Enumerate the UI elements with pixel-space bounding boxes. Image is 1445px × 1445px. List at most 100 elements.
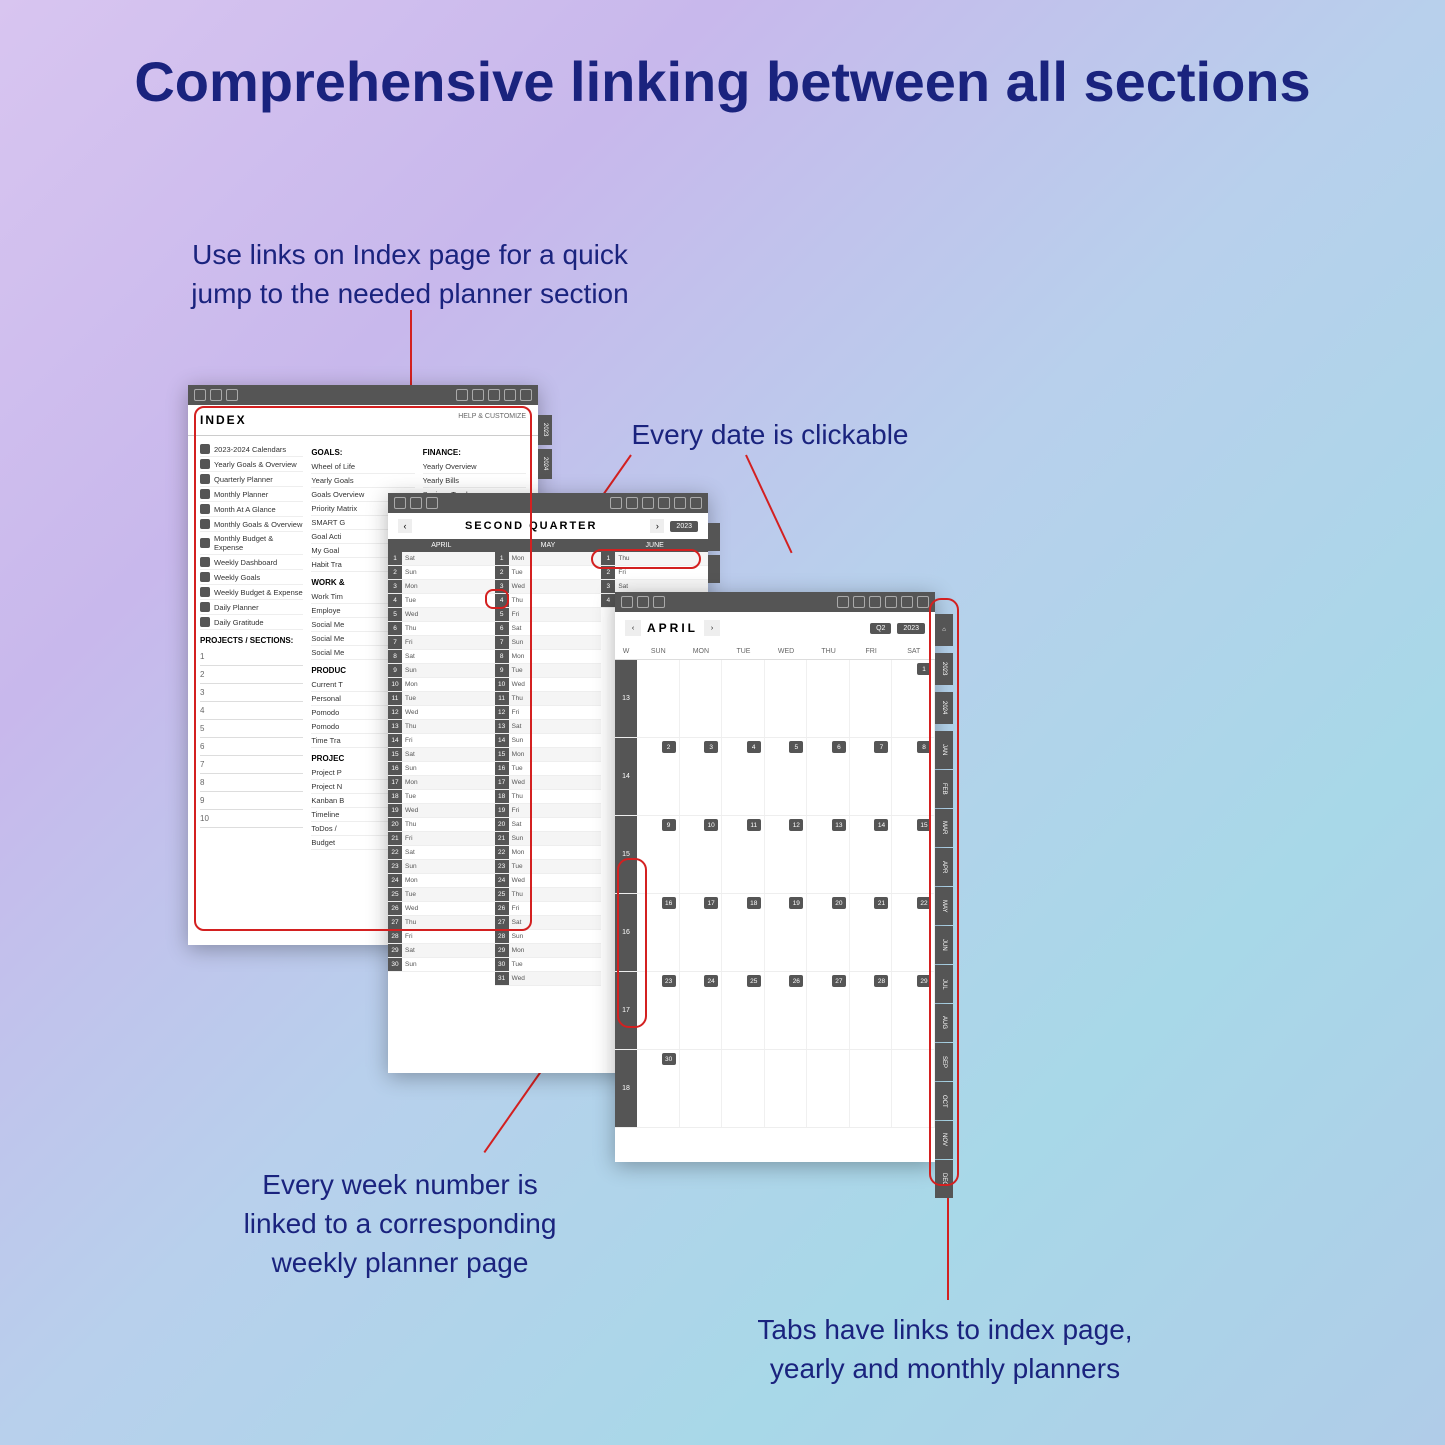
date-row[interactable]: 6Thu (388, 622, 495, 636)
next-arrow[interactable]: › (650, 519, 664, 533)
date-row[interactable]: 27Sat (495, 916, 602, 930)
project-slot[interactable]: 9 (200, 792, 303, 810)
side-tab[interactable]: MAY (935, 887, 953, 925)
date-row[interactable]: 12Fri (495, 706, 602, 720)
project-slot[interactable]: 2 (200, 666, 303, 684)
date-row[interactable]: 11Thu (495, 692, 602, 706)
day-cell[interactable] (722, 1050, 765, 1127)
date-row[interactable]: 21Sun (495, 832, 602, 846)
day-cell[interactable] (765, 1050, 808, 1127)
date-row[interactable]: 27Thu (388, 916, 495, 930)
date-row[interactable]: 3Mon (388, 580, 495, 594)
day-cell[interactable] (722, 660, 765, 737)
next-arrow[interactable]: › (704, 620, 720, 636)
date-row[interactable]: 21Fri (388, 832, 495, 846)
date-row[interactable]: 22Sat (388, 846, 495, 860)
help-link[interactable]: HELP & CUSTOMIZE (458, 413, 526, 427)
date-row[interactable]: 19Wed (388, 804, 495, 818)
index-item[interactable]: Monthly Goals & Overview (200, 517, 303, 532)
date-row[interactable]: 23Tue (495, 860, 602, 874)
index-item[interactable]: Weekly Budget & Expense (200, 585, 303, 600)
date-row[interactable]: 1Thu (601, 552, 708, 566)
date-row[interactable]: 20Thu (388, 818, 495, 832)
side-tab[interactable]: 2023 (538, 415, 552, 445)
date-row[interactable]: 28Fri (388, 930, 495, 944)
date-row[interactable]: 16Sun (388, 762, 495, 776)
date-row[interactable]: 15Mon (495, 748, 602, 762)
day-cell[interactable]: 7 (850, 738, 893, 815)
side-tab[interactable]: 2024 (538, 449, 552, 479)
day-cell[interactable]: 1 (892, 660, 935, 737)
date-row[interactable]: 9Tue (495, 664, 602, 678)
date-row[interactable]: 13Thu (388, 720, 495, 734)
index-item[interactable]: Weekly Dashboard (200, 555, 303, 570)
day-cell[interactable]: 13 (807, 816, 850, 893)
day-cell[interactable]: 8 (892, 738, 935, 815)
day-cell[interactable]: 21 (850, 894, 893, 971)
date-row[interactable]: 2Sun (388, 566, 495, 580)
day-cell[interactable] (765, 660, 808, 737)
day-cell[interactable]: 22 (892, 894, 935, 971)
day-cell[interactable]: 4 (722, 738, 765, 815)
date-row[interactable]: 14Fri (388, 734, 495, 748)
side-tab[interactable]: OCT (935, 1082, 953, 1120)
day-cell[interactable]: 2 (637, 738, 680, 815)
week-number[interactable]: 17 (615, 972, 637, 1049)
day-cell[interactable]: 14 (850, 816, 893, 893)
day-cell[interactable] (850, 660, 893, 737)
index-item[interactable]: Monthly Planner (200, 487, 303, 502)
month-header[interactable]: APRIL (388, 539, 495, 552)
index-item[interactable]: Daily Gratitude (200, 615, 303, 630)
project-slot[interactable]: 8 (200, 774, 303, 792)
month-header[interactable]: JUNE (601, 539, 708, 552)
date-row[interactable]: 10Wed (495, 678, 602, 692)
side-tab[interactable]: FEB (935, 770, 953, 808)
date-row[interactable]: 26Wed (388, 902, 495, 916)
date-row[interactable]: 2Tue (495, 566, 602, 580)
day-cell[interactable] (680, 660, 723, 737)
date-row[interactable]: 24Mon (388, 874, 495, 888)
day-cell[interactable]: 27 (807, 972, 850, 1049)
index-item[interactable]: Quarterly Planner (200, 472, 303, 487)
side-tab[interactable]: AUG (935, 1004, 953, 1042)
date-row[interactable]: 7Fri (388, 636, 495, 650)
week-number[interactable]: 18 (615, 1050, 637, 1127)
index-item[interactable]: Yearly Goals (311, 474, 414, 488)
date-row[interactable]: 4Tue (388, 594, 495, 608)
date-row[interactable]: 31Wed (495, 972, 602, 986)
day-cell[interactable]: 16 (637, 894, 680, 971)
day-cell[interactable]: 10 (680, 816, 723, 893)
date-row[interactable]: 25Thu (495, 888, 602, 902)
date-row[interactable]: 30Sun (388, 958, 495, 972)
date-row[interactable]: 30Tue (495, 958, 602, 972)
day-cell[interactable]: 20 (807, 894, 850, 971)
index-item[interactable]: Weekly Goals (200, 570, 303, 585)
year-chip[interactable]: 2023 (670, 521, 698, 532)
project-slot[interactable]: 4 (200, 702, 303, 720)
project-slot[interactable]: 3 (200, 684, 303, 702)
date-row[interactable]: 18Thu (495, 790, 602, 804)
index-item[interactable]: Yearly Overview (423, 460, 526, 474)
date-row[interactable]: 29Sat (388, 944, 495, 958)
day-cell[interactable]: 17 (680, 894, 723, 971)
day-cell[interactable] (850, 1050, 893, 1127)
date-row[interactable]: 7Sun (495, 636, 602, 650)
day-cell[interactable]: 18 (722, 894, 765, 971)
day-cell[interactable] (807, 1050, 850, 1127)
day-cell[interactable]: 6 (807, 738, 850, 815)
date-row[interactable]: 8Sat (388, 650, 495, 664)
day-cell[interactable]: 25 (722, 972, 765, 1049)
index-item[interactable]: Daily Planner (200, 600, 303, 615)
date-row[interactable]: 22Mon (495, 846, 602, 860)
day-cell[interactable] (892, 1050, 935, 1127)
date-row[interactable]: 13Sat (495, 720, 602, 734)
prev-arrow[interactable]: ‹ (625, 620, 641, 636)
month-header[interactable]: MAY (495, 539, 602, 552)
prev-arrow[interactable]: ‹ (398, 519, 412, 533)
year-chip[interactable]: 2023 (897, 623, 925, 634)
day-cell[interactable] (807, 660, 850, 737)
date-row[interactable]: 15Sat (388, 748, 495, 762)
day-cell[interactable]: 9 (637, 816, 680, 893)
date-row[interactable]: 1Mon (495, 552, 602, 566)
date-row[interactable]: 6Sat (495, 622, 602, 636)
